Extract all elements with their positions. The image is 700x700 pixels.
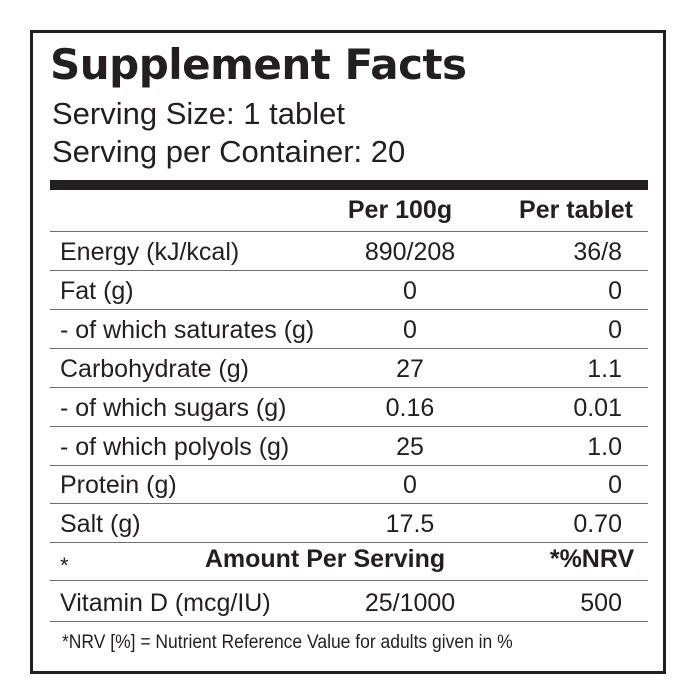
label-border (30, 30, 666, 674)
per-100g-value: 0 (403, 316, 417, 344)
per-tablet-value: 0.01 (573, 394, 622, 422)
nrv-value: 500 (580, 589, 622, 617)
per-tablet-value: 1.1 (587, 355, 622, 383)
nrv-header: *%NRV (549, 545, 635, 573)
footnote-marker: * (60, 553, 69, 578)
row-rule (50, 465, 648, 466)
nutrient-name: - of which polyols (g) (60, 433, 290, 461)
footnote: *NRV [%] = Nutrient Reference Value for … (62, 632, 513, 653)
per-100g-value: 0 (403, 277, 417, 305)
row-rule (50, 580, 648, 581)
per-100g-value: 17.5 (385, 510, 435, 538)
servings-per-container: Serving per Container: 20 (52, 134, 406, 169)
row-rule (50, 231, 648, 232)
row-rule (50, 503, 648, 504)
per-tablet-value: 36/8 (573, 238, 622, 266)
per-tablet-value: 0 (608, 277, 622, 305)
label-title: Supplement Facts (50, 40, 467, 89)
serving-size: Serving Size: 1 tablet (52, 96, 345, 131)
row-rule (50, 309, 648, 310)
column-header: Per 100g (347, 196, 453, 224)
nutrient-name: Protein (g) (60, 471, 177, 499)
per-100g-value: 890/208 (364, 238, 456, 266)
amount-value: 25/1000 (364, 589, 456, 617)
nutrient-name: Carbohydrate (g) (60, 355, 249, 383)
row-rule (50, 426, 648, 427)
row-rule (50, 621, 648, 622)
nutrient-name: Energy (kJ/kcal) (60, 238, 240, 266)
per-tablet-value: 1.0 (587, 433, 622, 461)
per-100g-value: 25 (396, 433, 424, 461)
per-tablet-value: 0 (608, 316, 622, 344)
row-rule (50, 348, 648, 349)
nutrient-name: Fat (g) (60, 277, 134, 305)
nutrient-name: - of which saturates (g) (60, 316, 315, 344)
per-100g-value: 0.16 (385, 394, 435, 422)
row-rule (50, 270, 648, 271)
row-rule (50, 542, 648, 543)
vitamin-name: Vitamin D (mcg/IU) (60, 589, 271, 617)
per-100g-value: 27 (396, 355, 424, 383)
per-tablet-value: 0 (608, 471, 622, 499)
nutrient-name: - of which sugars (g) (60, 394, 287, 422)
column-header: Per tablet (519, 196, 633, 224)
per-100g-value: 0 (403, 471, 417, 499)
nutrient-name: Salt (g) (60, 510, 141, 538)
divider-bar (50, 180, 648, 190)
amount-header: Amount Per Serving (204, 545, 446, 573)
per-tablet-value: 0.70 (573, 510, 622, 538)
row-rule (50, 387, 648, 388)
